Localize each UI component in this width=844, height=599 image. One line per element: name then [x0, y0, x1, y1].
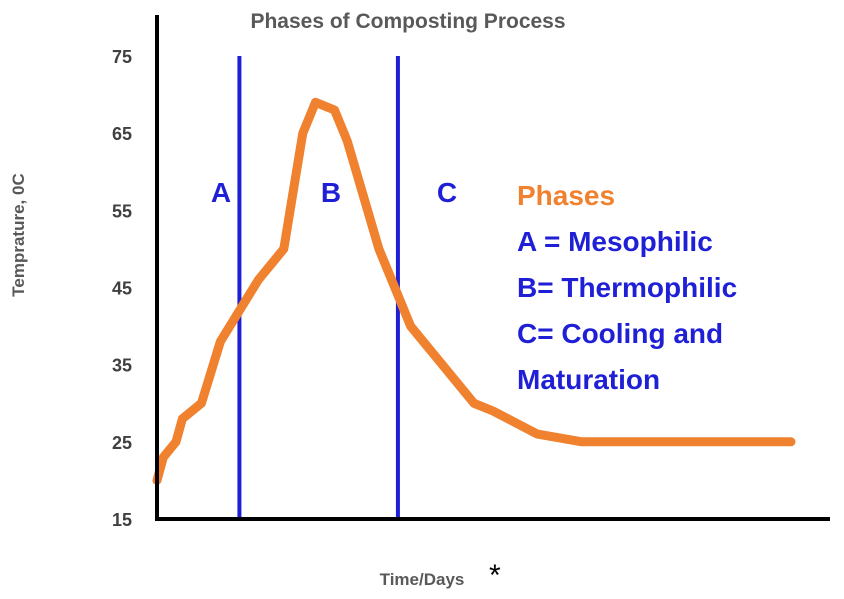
y-tick-label: 65 [112, 124, 132, 144]
y-tick-label: 35 [112, 356, 132, 376]
y-tick-labels: 75 65 55 45 35 25 15 [112, 47, 132, 530]
x-axis-asterisk: * [489, 559, 501, 592]
phase-label-a: A [211, 177, 231, 208]
legend-item-cooling: C= Cooling and [517, 318, 723, 349]
y-tick-label: 55 [112, 201, 132, 221]
chart-title: Phases of Composting Process [250, 10, 565, 33]
legend-item-maturation: Maturation [517, 364, 660, 395]
legend-item-mesophilic: A = Mesophilic [517, 226, 713, 257]
y-tick-label: 75 [112, 47, 132, 67]
phase-legend: Phases A = Mesophilic B= Thermophilic C=… [517, 180, 737, 395]
legend-item-thermophilic: B= Thermophilic [517, 272, 737, 303]
y-tick-label: 25 [112, 433, 132, 453]
y-tick-label: 45 [112, 279, 132, 299]
y-tick-label: 15 [112, 510, 132, 530]
y-axis-title: Temprature, 0C [9, 173, 28, 296]
phase-label-c: C [437, 177, 457, 208]
phase-label-b: B [321, 177, 341, 208]
legend-heading: Phases [517, 180, 615, 211]
temperature-series-line [152, 97, 796, 485]
x-axis-title: Time/Days [380, 570, 465, 589]
phase-divider-lines [237, 56, 400, 521]
